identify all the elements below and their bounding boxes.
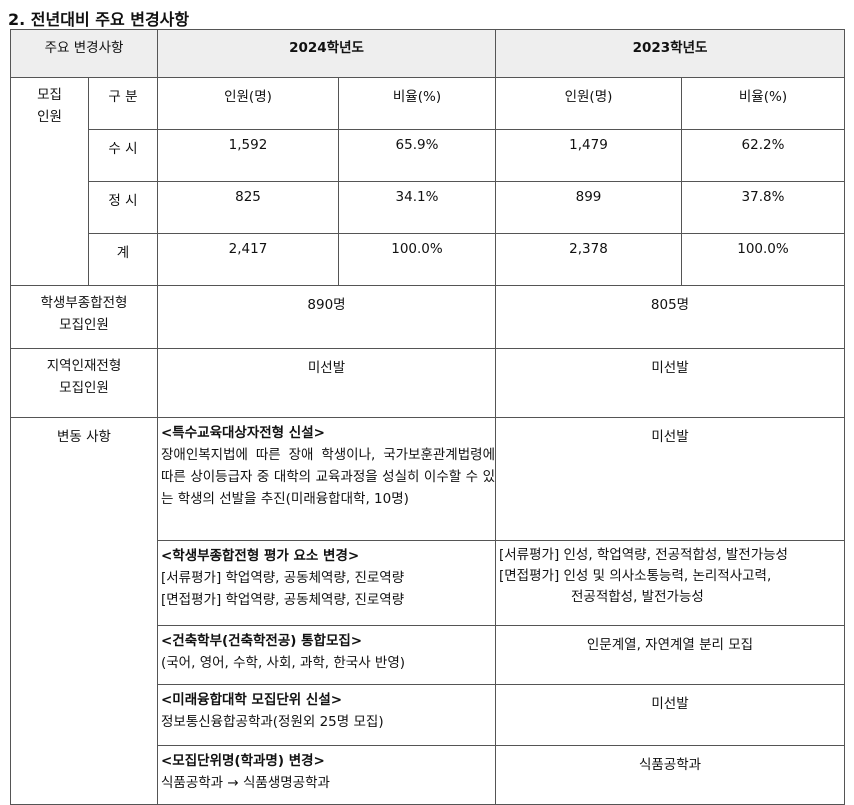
change-item-body: 식품공학과 → 식품생명공학과 [161, 775, 330, 791]
quota-subheader-ratio-2023: 비율(%) [681, 77, 845, 130]
student-record-label: 학생부종합전형 모집인원 [10, 285, 158, 349]
changes-table: 주요 변경사항 2024학년도 2023학년도 모집 인원 구 분 인원(명) … [10, 29, 845, 805]
change-item: <건축학부(건축학전공) 통합모집> (국어, 영어, 수학, 사회, 과학, … [157, 625, 496, 685]
change-item-prev: 미선발 [495, 417, 845, 541]
section-title: 2. 전년대비 주요 변경사항 [8, 10, 190, 29]
change-item-prev: 미선발 [495, 684, 845, 746]
quota-label-line1: 모집 [37, 87, 62, 103]
quota-row-count-2023: 1,479 [495, 129, 682, 182]
regional-label: 지역인재전형 모집인원 [10, 348, 158, 418]
quota-row-ratio-2023: 37.8% [681, 181, 845, 234]
change-item-prev-line3: 전공적합성, 발전가능성 [571, 589, 704, 605]
change-item-body: 정보통신융합공학과(정원외 25명 모집) [161, 714, 384, 730]
student-record-label-line2: 모집인원 [59, 317, 109, 333]
quota-row-ratio-2023: 100.0% [681, 233, 845, 286]
changes-label: 변동 사항 [10, 417, 158, 805]
student-record-label-line1: 학생부종합전형 [40, 295, 128, 311]
change-item-prev: 인문계열, 자연계열 분리 모집 [495, 625, 845, 685]
quota-row-count-2023: 899 [495, 181, 682, 234]
quota-row-count-2024: 825 [157, 181, 339, 234]
quota-subheader-ratio-2024: 비율(%) [338, 77, 496, 130]
quota-label: 모집 인원 [10, 77, 89, 286]
change-item-body-line1: [서류평가] 학업역량, 공동체역량, 진로역량 [161, 570, 405, 586]
header-2024: 2024학년도 [157, 29, 496, 78]
quota-subheader-count-2023: 인원(명) [495, 77, 682, 130]
quota-row-count-2024: 2,417 [157, 233, 339, 286]
change-item-prev: [서류평가] 인성, 학업역량, 전공적합성, 발전가능성 [면접평가] 인성 … [495, 540, 845, 626]
quota-row-count-2023: 2,378 [495, 233, 682, 286]
quota-row-ratio-2023: 62.2% [681, 129, 845, 182]
regional-label-line1: 지역인재전형 [46, 358, 122, 374]
quota-row-count-2024: 1,592 [157, 129, 339, 182]
regional-2023: 미선발 [495, 348, 845, 418]
quota-row-label: 정 시 [88, 181, 158, 234]
change-item: <학생부종합전형 평가 요소 변경> [서류평가] 학업역량, 공동체역량, 진… [157, 540, 496, 626]
change-item-title: <학생부종합전형 평가 요소 변경> [161, 548, 360, 564]
change-item-body-line2: [면접평가] 학업역량, 공동체역량, 진로역량 [161, 592, 405, 608]
quota-row-ratio-2024: 65.9% [338, 129, 496, 182]
change-item-title: <모집단위명(학과명) 변경> [161, 753, 325, 769]
header-major-changes: 주요 변경사항 [10, 29, 158, 78]
change-item-title: <미래융합대학 모집단위 신설> [161, 692, 343, 708]
change-item: <미래융합대학 모집단위 신설> 정보통신융합공학과(정원외 25명 모집) [157, 684, 496, 746]
quota-subheader-count-2024: 인원(명) [157, 77, 339, 130]
regional-label-line2: 모집인원 [59, 380, 109, 396]
change-item-prev-line2: [면접평가] 인성 및 의사소통능력, 논리적사고력, [499, 568, 772, 584]
change-item: <특수교육대상자전형 신설> 장애인복지법에 따른 장애 학생이나, 국가보훈관… [157, 417, 496, 541]
change-item-title: <건축학부(건축학전공) 통합모집> [161, 633, 363, 649]
student-record-2024: 890명 [157, 285, 496, 349]
header-2023: 2023학년도 [495, 29, 845, 78]
quota-label-line2: 인원 [37, 109, 62, 125]
quota-subheader-label: 구 분 [88, 77, 158, 130]
change-item: <모집단위명(학과명) 변경> 식품공학과 → 식품생명공학과 [157, 745, 496, 805]
change-item-title: <특수교육대상자전형 신설> [161, 425, 325, 441]
student-record-2023: 805명 [495, 285, 845, 349]
quota-row-ratio-2024: 34.1% [338, 181, 496, 234]
change-item-prev-line1: [서류평가] 인성, 학업역량, 전공적합성, 발전가능성 [499, 547, 788, 563]
change-item-body: 장애인복지법에 따른 장애 학생이나, 국가보훈관계법령에 따른 상이등급자 중… [161, 447, 495, 507]
regional-2024: 미선발 [157, 348, 496, 418]
quota-row-label: 수 시 [88, 129, 158, 182]
change-item-body: (국어, 영어, 수학, 사회, 과학, 한국사 반영) [161, 655, 406, 671]
change-item-prev: 식품공학과 [495, 745, 845, 805]
quota-row-ratio-2024: 100.0% [338, 233, 496, 286]
quota-row-label: 계 [88, 233, 158, 286]
